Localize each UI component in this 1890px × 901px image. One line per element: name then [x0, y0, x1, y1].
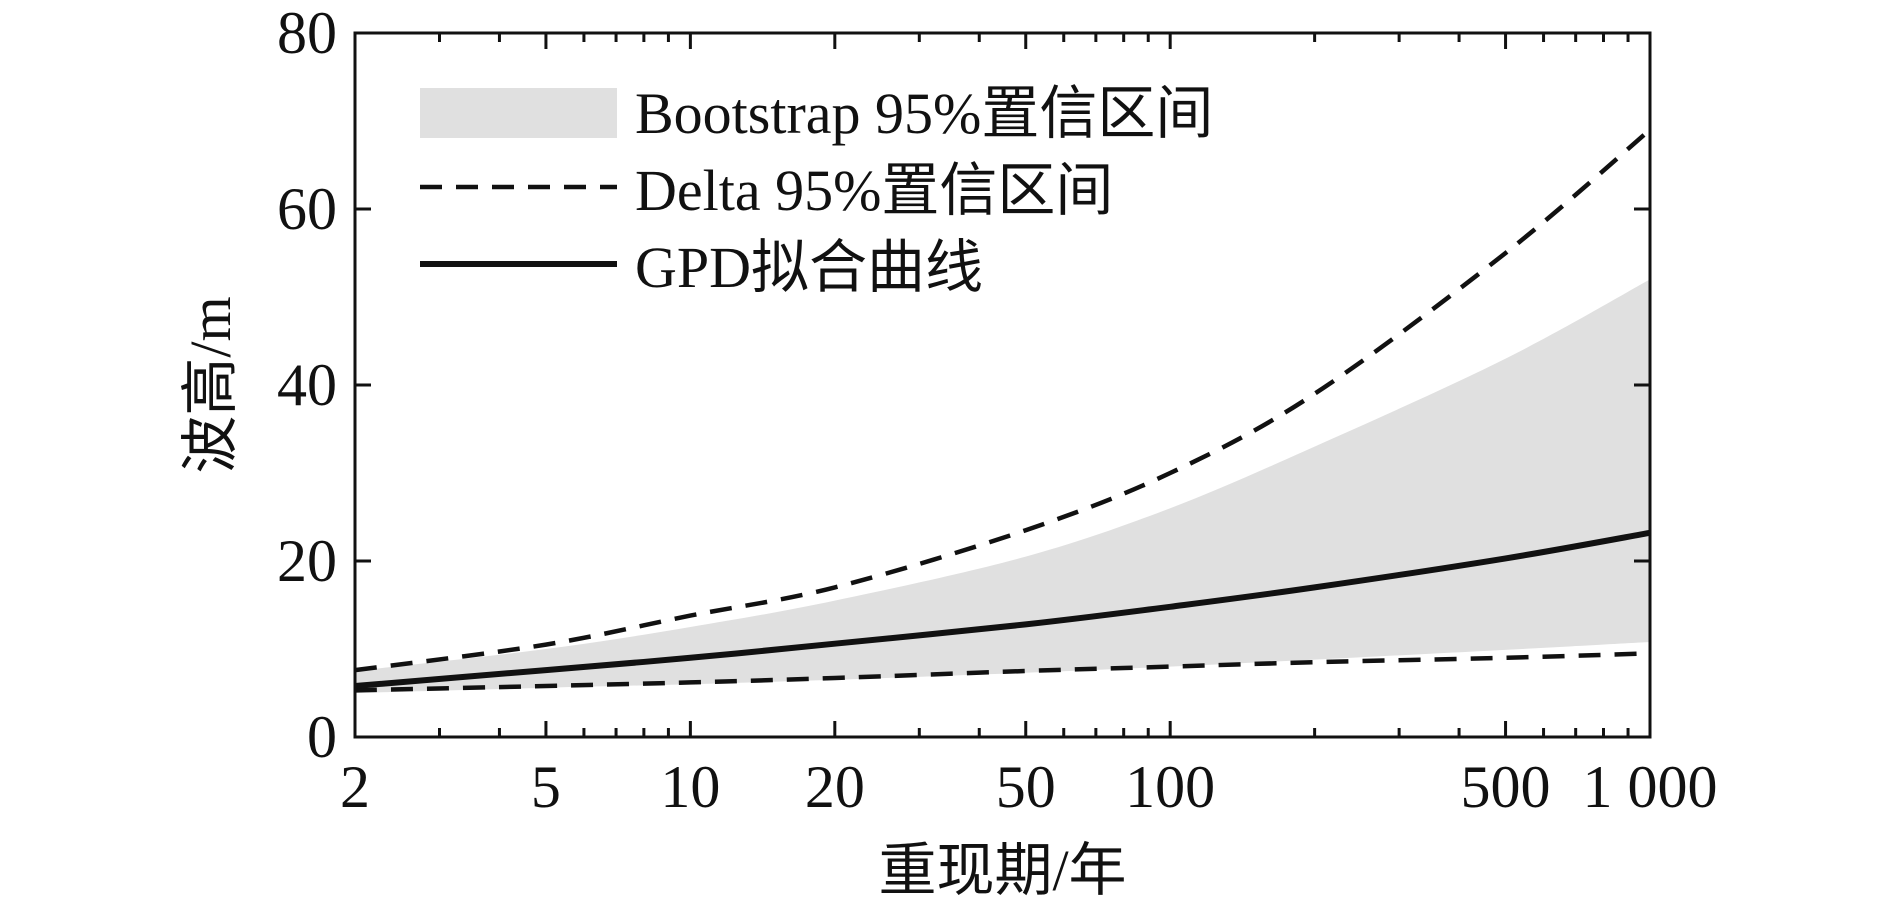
- plot-area: [354, 128, 1652, 693]
- x-tick-labels: 2 5 10 20 50 100 500 1 000: [340, 754, 1718, 820]
- legend-label-bootstrap: Bootstrap 95%置信区间: [635, 81, 1213, 146]
- x-tick-label: 2: [340, 754, 370, 820]
- x-tick-label: 1 000: [1583, 754, 1718, 820]
- x-tick-label: 10: [660, 754, 720, 820]
- legend-swatch-bootstrap: [420, 88, 617, 138]
- x-tick-label: 20: [805, 754, 865, 820]
- legend-label-delta: Delta 95%置信区间: [635, 158, 1113, 223]
- y-tick-label: 20: [277, 528, 337, 594]
- y-tick-labels: 0 20 40 60 80: [277, 0, 337, 770]
- x-tick-label: 50: [996, 754, 1056, 820]
- x-tick-label: 5: [531, 754, 561, 820]
- axes-box: [353, 31, 1652, 739]
- y-tick-label: 40: [277, 352, 337, 418]
- x-tick-label: 100: [1125, 754, 1215, 820]
- y-tick-label: 0: [307, 704, 337, 770]
- y-tick-label: 80: [277, 0, 337, 66]
- delta-lower-line: [354, 651, 1651, 693]
- y-axis-label: 波高/m: [178, 296, 243, 473]
- legend: Bootstrap 95%置信区间 Delta 95%置信区间 GPD拟合曲线: [420, 81, 1213, 300]
- x-axis-label: 重现期/年: [878, 838, 1126, 901]
- delta-upper-line: [354, 128, 1652, 673]
- x-tick-label: 500: [1461, 754, 1551, 820]
- gpd-fit-line: [354, 529, 1651, 689]
- y-tick-label: 60: [277, 176, 337, 242]
- legend-label-gpd: GPD拟合曲线: [635, 235, 983, 300]
- bootstrap-band: [355, 279, 1650, 693]
